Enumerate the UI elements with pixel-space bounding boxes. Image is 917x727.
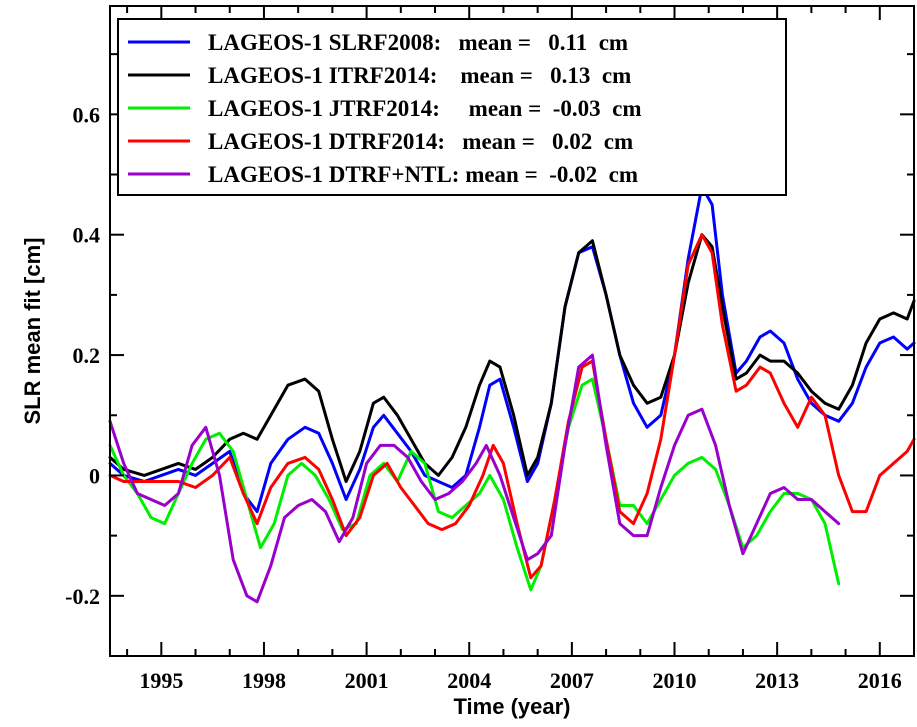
y-tick-label: 0.4 <box>73 223 101 248</box>
legend-label-2: LAGEOS-1 ITRF2014: mean = 0.13 cm <box>208 63 631 88</box>
x-axis-title: Time (year) <box>454 694 571 719</box>
ticks-layer <box>110 6 915 657</box>
x-tick-label: 1998 <box>242 668 286 693</box>
legend-label-5: LAGEOS-1 DTRF+NTL: mean = -0.02 cm <box>208 162 638 187</box>
y-axis-title: SLR mean fit [cm] <box>20 237 45 424</box>
legend-label-3: LAGEOS-1 JTRF2014: mean = -0.03 cm <box>208 96 641 121</box>
series-line-3 <box>108 377 841 592</box>
tick-label-layer: 1995 1998 2001 2004 2007 2010 2013 2016 -0.2 0 0.2… <box>65 102 902 693</box>
series-layer <box>108 185 916 604</box>
x-tick-label: 2013 <box>755 668 799 693</box>
series-line-1 <box>108 185 916 514</box>
x-tick-label: 2001 <box>345 668 389 693</box>
y-tick-label: -0.2 <box>65 584 100 609</box>
legend-label-4: LAGEOS-1 DTRF2014: mean = 0.02 cm <box>208 129 633 154</box>
legend-label-1: LAGEOS-1 SLRF2008: mean = 0.11 cm <box>208 30 628 55</box>
y-tick-label: 0.6 <box>73 102 101 127</box>
legend: LAGEOS-1 SLRF2008: mean = 0.11 cm LAGEOS-… <box>117 18 787 196</box>
y-tick-label: 0.2 <box>73 343 101 368</box>
legend-box <box>117 18 787 196</box>
x-tick-label: 2010 <box>653 668 697 693</box>
x-tick-label: 1995 <box>139 668 183 693</box>
x-tick-label: 2007 <box>550 668 594 693</box>
series-line-4 <box>108 233 916 580</box>
y-tick-label: 0 <box>89 463 100 488</box>
x-tick-label: 2004 <box>447 668 491 693</box>
plot-frame <box>109 5 915 657</box>
x-tick-label: 2016 <box>858 668 902 693</box>
series-line-5 <box>108 353 841 604</box>
series-line-2 <box>108 233 916 483</box>
